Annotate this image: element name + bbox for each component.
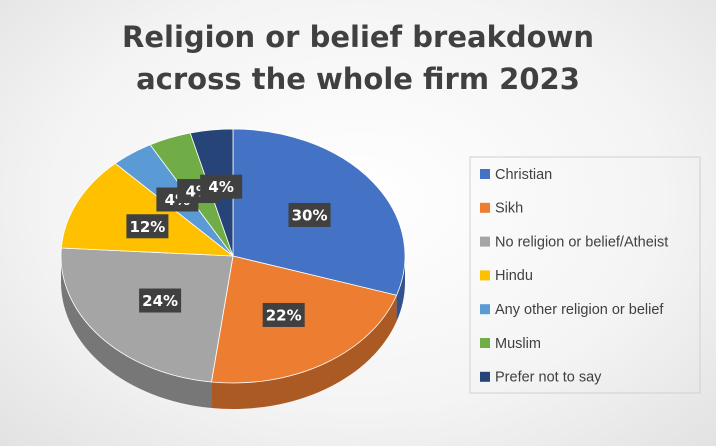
legend-label: Sikh — [495, 201, 523, 217]
legend-label: Any other religion or belief — [495, 302, 664, 318]
legend-label: Prefer not to say — [495, 370, 602, 386]
legend-swatch — [480, 202, 490, 213]
slice — [60, 247, 234, 383]
legend-label: Hindu — [495, 268, 533, 284]
legend-swatch — [480, 304, 490, 315]
data-label-box — [262, 302, 305, 327]
data-label: 30% — [292, 206, 328, 224]
legend-swatch — [480, 371, 490, 382]
legend-label: Christian — [495, 167, 552, 183]
slice — [60, 162, 235, 257]
data-label-group: 4% — [200, 174, 243, 199]
slice-side — [211, 295, 397, 409]
data-label-box — [288, 202, 331, 227]
data-label: 4% — [208, 178, 233, 196]
slice-side — [61, 256, 212, 408]
legend-box — [469, 156, 701, 394]
data-label: 22% — [266, 306, 302, 324]
data-label: 24% — [142, 292, 178, 310]
legend-swatch — [480, 236, 490, 247]
data-label: 12% — [129, 218, 165, 236]
data-label-box — [126, 214, 169, 239]
slice-side — [396, 256, 405, 322]
data-label-group: 30% — [288, 202, 331, 227]
data-label-box — [139, 288, 182, 313]
legend-swatch — [480, 338, 490, 348]
data-label-group: 12% — [126, 214, 169, 239]
legend-label: Muslim — [495, 336, 541, 352]
data-label-group: 22% — [262, 302, 305, 327]
chart-title: Religion or belief breakdown across the … — [122, 20, 594, 96]
legend-label: No religion or belief/Atheist — [495, 234, 668, 250]
legend-swatch — [480, 270, 490, 281]
legend-swatch — [480, 169, 490, 179]
data-label-group: 24% — [139, 288, 182, 313]
data-label-box — [200, 174, 243, 199]
